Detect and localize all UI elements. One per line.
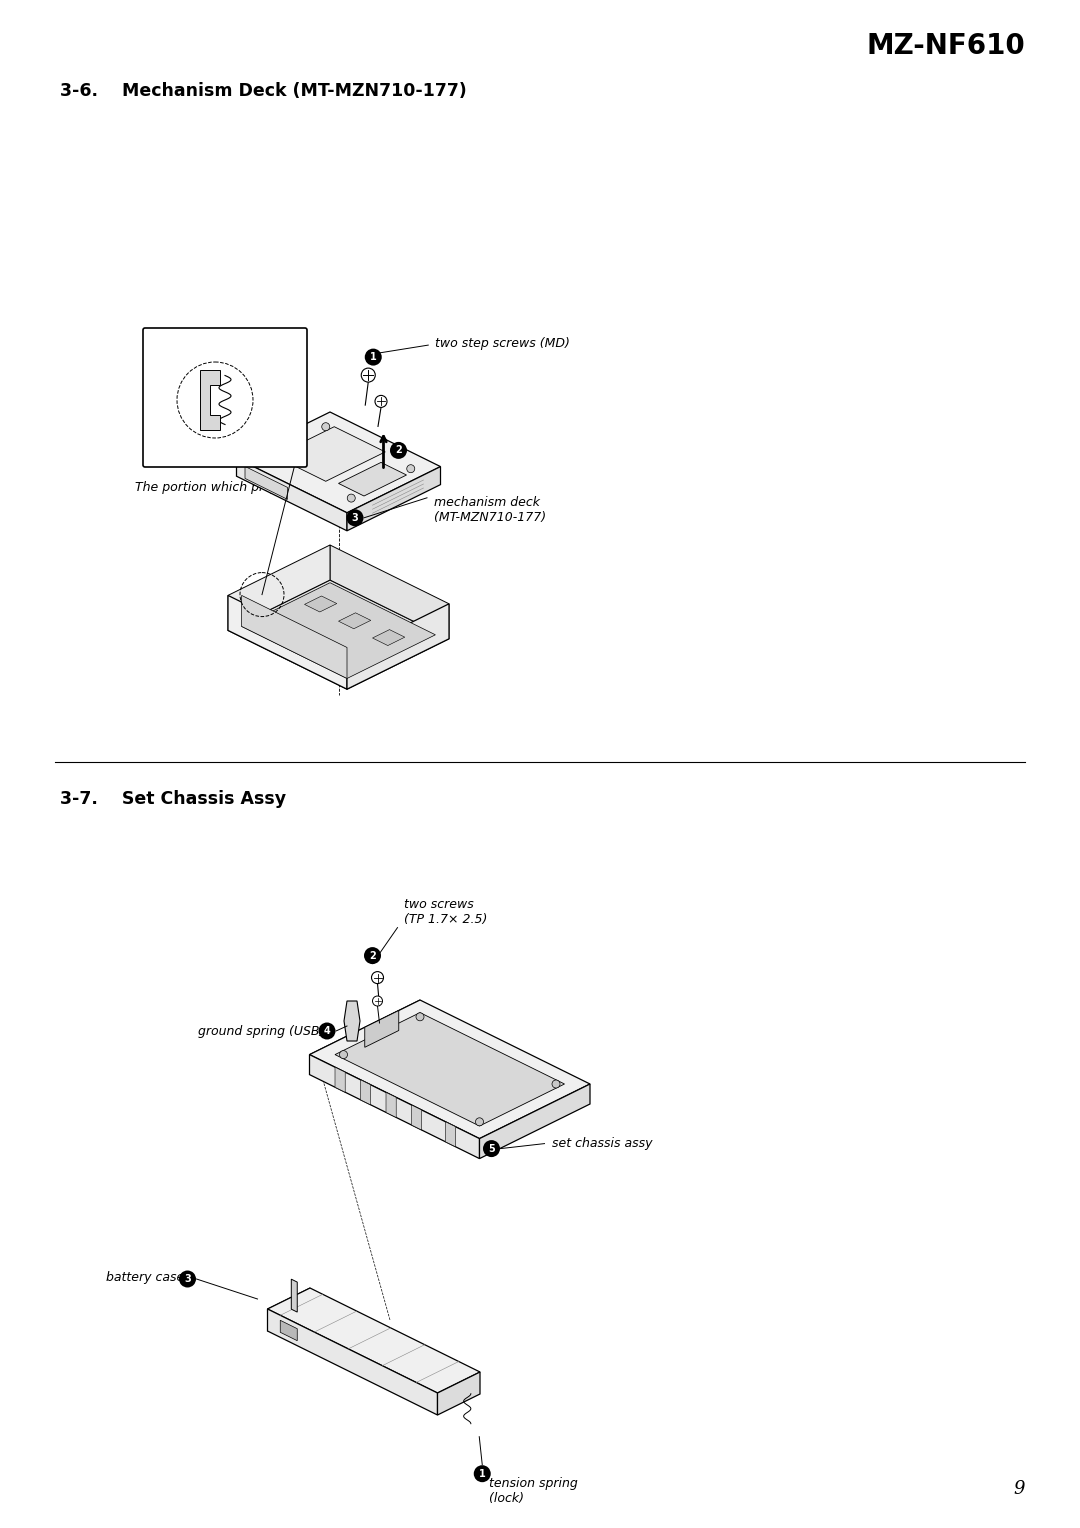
Circle shape xyxy=(483,1140,500,1157)
Circle shape xyxy=(262,452,270,460)
Polygon shape xyxy=(365,1010,399,1047)
Circle shape xyxy=(390,442,407,458)
Text: two screws
 (TP 1.7× 2.5): two screws (TP 1.7× 2.5) xyxy=(401,897,488,926)
Circle shape xyxy=(179,1270,195,1288)
Text: 3-7.    Set Chassis Assy: 3-7. Set Chassis Assy xyxy=(60,790,286,808)
Polygon shape xyxy=(335,1013,565,1126)
Circle shape xyxy=(322,423,329,431)
Polygon shape xyxy=(280,1320,297,1340)
Polygon shape xyxy=(245,466,287,500)
Text: tension spring
 (lock): tension spring (lock) xyxy=(485,1476,578,1505)
Text: MZ-NF610: MZ-NF610 xyxy=(866,32,1025,60)
Polygon shape xyxy=(361,1080,370,1105)
Polygon shape xyxy=(338,613,370,628)
Polygon shape xyxy=(310,1054,480,1158)
Polygon shape xyxy=(268,1309,437,1415)
Polygon shape xyxy=(228,596,347,689)
Polygon shape xyxy=(237,458,347,530)
Polygon shape xyxy=(347,466,441,530)
Polygon shape xyxy=(347,604,449,689)
Text: 3: 3 xyxy=(184,1274,191,1284)
Circle shape xyxy=(361,368,375,382)
Text: 3-6.    Mechanism Deck (MT-MZN710-177): 3-6. Mechanism Deck (MT-MZN710-177) xyxy=(60,83,467,99)
Polygon shape xyxy=(228,581,449,689)
Polygon shape xyxy=(330,545,449,639)
Polygon shape xyxy=(274,426,386,481)
Text: 1: 1 xyxy=(369,351,377,362)
Polygon shape xyxy=(305,596,337,611)
Polygon shape xyxy=(200,370,220,429)
Text: 1: 1 xyxy=(478,1468,486,1479)
Circle shape xyxy=(373,996,382,1005)
Text: battery case: battery case xyxy=(103,1270,185,1284)
Circle shape xyxy=(347,509,364,526)
Text: 4: 4 xyxy=(324,1025,330,1036)
Circle shape xyxy=(339,1051,348,1059)
Circle shape xyxy=(319,1022,336,1039)
Circle shape xyxy=(375,396,387,408)
Polygon shape xyxy=(268,1288,480,1394)
Polygon shape xyxy=(242,596,347,678)
Circle shape xyxy=(416,1013,424,1021)
Text: 5: 5 xyxy=(488,1143,495,1154)
Text: set chassis assy: set chassis assy xyxy=(548,1137,652,1151)
Polygon shape xyxy=(310,999,420,1074)
Circle shape xyxy=(348,494,355,503)
Polygon shape xyxy=(345,1001,360,1041)
Polygon shape xyxy=(292,1279,297,1313)
Polygon shape xyxy=(228,545,330,631)
Polygon shape xyxy=(480,1083,590,1158)
Circle shape xyxy=(552,1080,561,1088)
Circle shape xyxy=(475,1118,484,1126)
Text: 3: 3 xyxy=(352,513,359,523)
Polygon shape xyxy=(310,999,590,1138)
Circle shape xyxy=(372,972,383,984)
Polygon shape xyxy=(268,1288,310,1331)
Polygon shape xyxy=(386,1093,396,1117)
Circle shape xyxy=(364,947,381,964)
Circle shape xyxy=(407,465,415,472)
Polygon shape xyxy=(446,1122,456,1148)
FancyBboxPatch shape xyxy=(143,329,307,468)
Polygon shape xyxy=(437,1372,480,1415)
Circle shape xyxy=(474,1465,490,1482)
Text: two step screws (MD): two step screws (MD) xyxy=(431,336,570,350)
Polygon shape xyxy=(242,582,435,678)
Text: 2: 2 xyxy=(369,950,376,961)
Polygon shape xyxy=(411,1105,421,1131)
Text: ground spring (USB): ground spring (USB) xyxy=(193,1024,324,1038)
Circle shape xyxy=(365,348,381,365)
Text: 9: 9 xyxy=(1013,1481,1025,1497)
Polygon shape xyxy=(237,413,441,513)
Text: The portion which projected is removed.: The portion which projected is removed. xyxy=(135,481,388,494)
Polygon shape xyxy=(373,630,405,645)
Text: mechanism deck
 (MT-MZN710-177): mechanism deck (MT-MZN710-177) xyxy=(430,495,546,524)
Polygon shape xyxy=(338,463,406,497)
Polygon shape xyxy=(335,1067,346,1093)
Text: 2: 2 xyxy=(395,445,402,455)
